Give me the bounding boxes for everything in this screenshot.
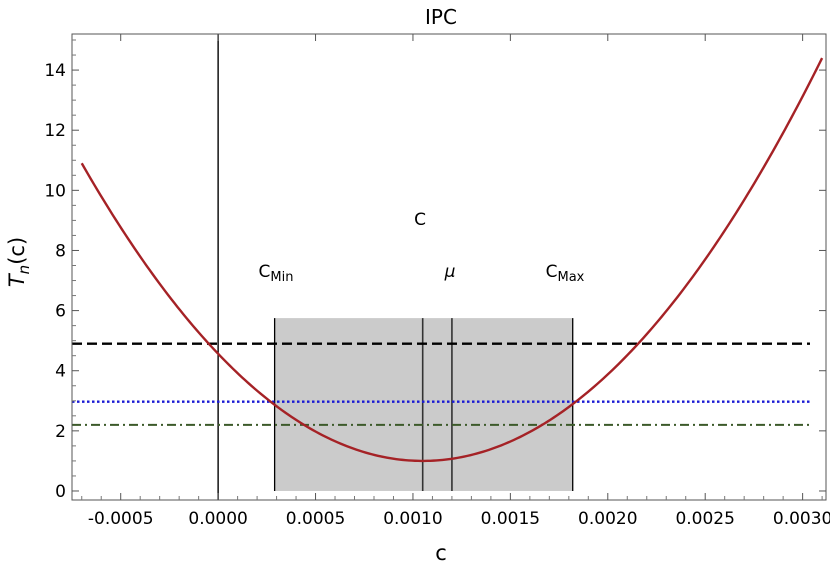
annotation-c-max: CMax	[546, 262, 585, 285]
curve-tn	[80, 57, 824, 463]
x-tick-label: 0.0010	[383, 509, 442, 529]
annotation-c-max-main: C	[546, 262, 558, 282]
y-tick-label: 10	[44, 181, 66, 201]
annotation-c-min-sub: Min	[270, 270, 293, 285]
y-tick-label: 8	[55, 241, 66, 261]
y-tick-label: 12	[44, 121, 66, 141]
y-tick-label: 4	[55, 362, 66, 382]
x-tick-label: 0.0020	[578, 509, 637, 529]
y-axis-label-tail: (c)	[5, 237, 29, 265]
shaded-region	[274, 318, 573, 491]
x-tick-label: 0.0025	[675, 509, 734, 529]
annotation-c: C	[414, 210, 426, 230]
annotation-c-max-sub: Max	[557, 270, 584, 285]
annotation-c-min-main: C	[259, 262, 271, 282]
x-tick-label: 0.0030	[773, 509, 830, 529]
chart-title: IPC	[425, 5, 457, 29]
y-tick-label: 0	[55, 482, 66, 502]
y-axis-label-main: T	[5, 272, 29, 287]
y-tick-label: 6	[55, 302, 66, 322]
y-axis-label-sub: n	[15, 265, 33, 275]
annotation-c-min: CMin	[259, 262, 294, 285]
x-tick-label: -0.0005	[88, 509, 154, 529]
svg-text:Tn(c): Tn(c)	[5, 237, 33, 287]
y-tick-label: 14	[44, 61, 66, 81]
y-tick-label: 2	[55, 422, 66, 442]
x-tick-label: 0.0000	[188, 509, 247, 529]
plot-frame	[71, 33, 827, 501]
y-axis-label: Tn(c)	[5, 237, 33, 287]
x-tick-label: 0.0015	[481, 509, 540, 529]
x-axis-label: c	[435, 541, 447, 565]
annotation-mu: μ	[444, 262, 456, 282]
x-tick-label: 0.0005	[286, 509, 345, 529]
